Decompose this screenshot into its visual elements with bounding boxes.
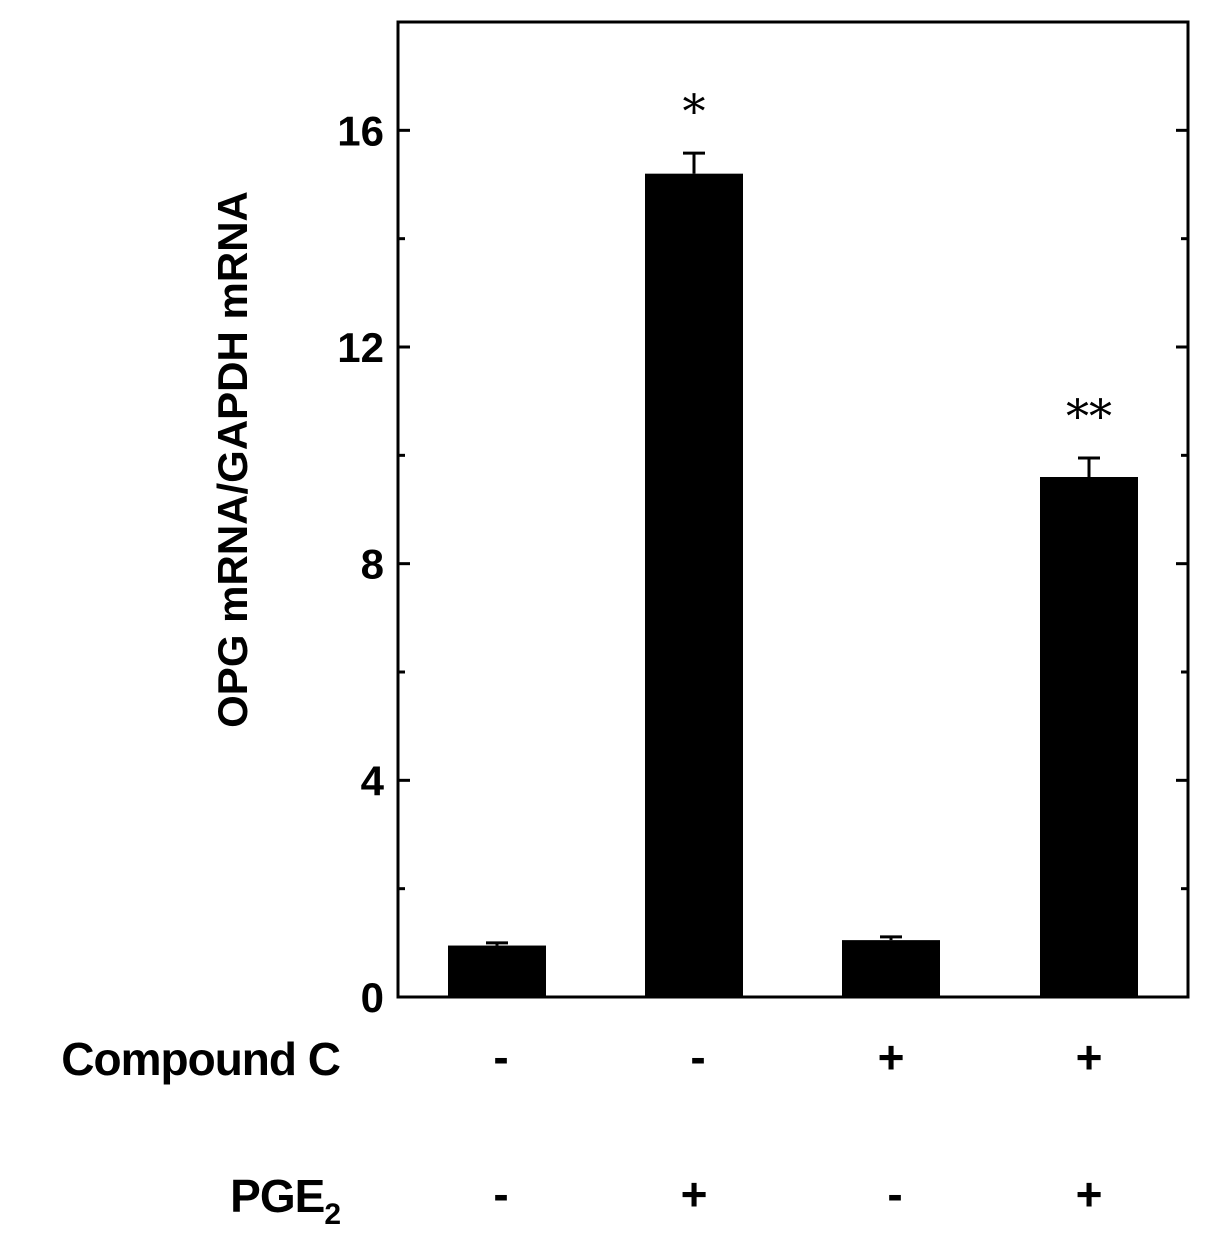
y-tick-label: 16 [337,107,384,154]
conditions-table: Compound C - - + + PGE2 - + - + [61,1031,1102,1231]
condition-sign: - [493,1031,508,1083]
condition-sign: + [681,1168,708,1220]
bar [1040,477,1138,997]
y-axis-label: OPG mRNA/GAPDH mRNA [209,191,256,728]
condition-sign: - [887,1168,902,1220]
bar [842,940,940,997]
bar [645,173,743,997]
annotations-layer: *** [683,84,1113,443]
bar [448,945,546,997]
y-tick-label: 4 [361,757,385,804]
condition-sign: + [1076,1031,1103,1083]
y-tick-label: 12 [337,324,384,371]
y-tick-label: 8 [361,541,384,588]
y-tick-label: 0 [361,974,384,1021]
condition-sign: + [1076,1168,1103,1220]
tick-labels-layer: 0 4 8 12 16 [337,107,384,1021]
condition-sign: - [690,1031,705,1083]
significance-annotation: * [683,84,706,138]
y-axis-label-group: OPG mRNA/GAPDH mRNA [209,191,256,728]
condition-label-main: PGE [230,1170,324,1222]
significance-annotation: ** [1066,389,1112,443]
condition-label: Compound C [61,1033,340,1085]
condition-label: PGE2 [230,1170,340,1231]
condition-sign: - [493,1168,508,1220]
bars-layer [448,151,1138,997]
condition-sign: + [878,1031,905,1083]
condition-label-subscript: 2 [324,1198,340,1231]
plot-frame [396,20,1190,999]
